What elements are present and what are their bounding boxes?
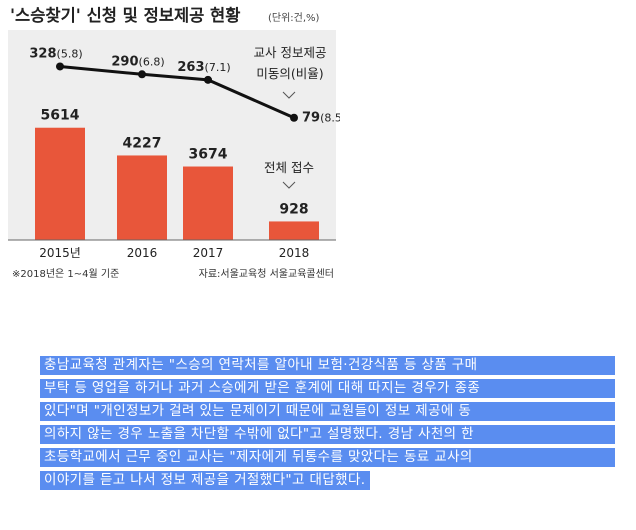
line-path	[59, 64, 295, 120]
x-tick-label: 2015년	[39, 246, 81, 260]
chart-source: 자료:서울교육청 서울교육콜센터	[199, 268, 334, 280]
chart-footnote: ※2018년은 1~4월 기준	[12, 268, 119, 280]
chart-title: '스승찾기' 신청 및 정보제공 현황	[10, 5, 240, 25]
line-point	[138, 70, 146, 79]
line-value-label: 263(7.1)	[177, 60, 230, 75]
line-value-labels: 328(5.8) 290(6.8) 263(7.1) 79(8.5)	[29, 46, 340, 125]
bar	[117, 155, 167, 240]
callout-line-pointer	[282, 91, 296, 99]
callout-bar-pointer	[282, 181, 296, 189]
line-value-label: 328(5.8)	[29, 46, 82, 61]
article-line: 초등학교에서 근무 중인 교사는 "제자에게 뒤통수를 맞았다는 동료 교사의	[40, 448, 615, 467]
article-line: 의하지 않는 경우 노출을 차단할 수밖에 없다"고 설명했다. 경남 사천의 …	[40, 425, 615, 444]
callout-line-label-2: 미동의(비율)	[256, 66, 323, 81]
x-tick-labels: 2015년 2016 2017 2018	[39, 246, 309, 260]
bar-value-label: 928	[279, 201, 308, 217]
x-tick-label: 2017	[193, 246, 224, 260]
line-point	[204, 75, 212, 84]
x-tick-label: 2016	[127, 246, 158, 260]
article-line: 충남교육청 관계자는 "스승의 연락처를 알아내 보험·건강식품 등 상품 구매	[40, 356, 615, 375]
line-value-label: 290(6.8)	[111, 54, 164, 69]
x-tick-label: 2018	[279, 246, 310, 260]
bar	[35, 127, 85, 240]
line-value-label: 79(8.5)	[302, 111, 340, 126]
article-line: 부탁 등 영업을 하거나 과거 스승에게 받은 훈계에 대해 따지는 경우가 종…	[40, 379, 615, 398]
article-line: 이야기를 듣고 나서 정보 제공을 거절했다"고 대답했다.	[40, 471, 370, 490]
chart: '스승찾기' 신청 및 정보제공 현황 (단위:건,%) 5614 4227 367…	[8, 5, 340, 280]
line-series	[56, 62, 298, 122]
article-line: 있다"며 "개인정보가 걸려 있는 문제이기 때문에 교원들이 정보 제공에 동	[40, 402, 615, 421]
bar-value-label: 4227	[123, 135, 162, 151]
bar	[269, 221, 319, 240]
callout-line-label-1: 교사 정보제공	[254, 45, 327, 60]
bar-value-label: 5614	[41, 108, 80, 124]
bar-series	[35, 127, 319, 240]
line-point	[56, 62, 64, 71]
chart-unit-note: (단위:건,%)	[268, 11, 320, 24]
bar-value-label: 3674	[189, 147, 228, 163]
article-quote: 충남교육청 관계자는 "스승의 연락처를 알아내 보험·건강식품 등 상품 구매…	[40, 356, 615, 498]
bar-value-labels: 5614 4227 3674 928	[41, 108, 309, 218]
bar	[183, 166, 233, 240]
line-point	[290, 113, 298, 122]
callout-bar-label: 전체 접수	[264, 160, 314, 175]
